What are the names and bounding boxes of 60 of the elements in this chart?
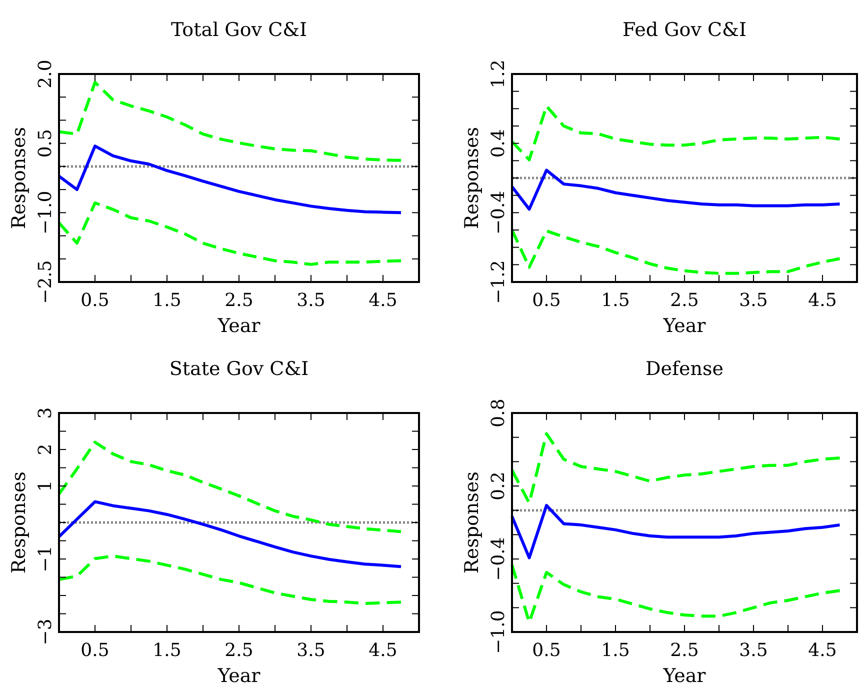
x-tick-label: 3.5: [296, 640, 326, 661]
x-tick-label: 1.5: [601, 290, 630, 311]
y-tick-label: 2.0: [35, 60, 56, 88]
line-series: [58, 500, 402, 568]
x-tick-label: 0.5: [532, 640, 561, 661]
chart-title: Total Gov C&I: [170, 19, 308, 41]
x-tick-label: 2.5: [670, 640, 699, 661]
line-series: [510, 168, 842, 211]
y-axis-title: Responses: [461, 472, 483, 574]
x-tick-label: 2.5: [224, 290, 254, 311]
y-tick-label: 2: [35, 444, 56, 456]
x-tick-label: 1.5: [152, 290, 182, 311]
y-tick-label: −1: [35, 546, 56, 572]
x-tick-label: 4.5: [368, 290, 398, 311]
y-tick-label: −1.2: [488, 260, 509, 304]
y-tick-label: 3: [35, 407, 56, 419]
y-tick-label: −0.4: [488, 537, 509, 581]
line-series: [510, 104, 842, 162]
y-tick-label: −1.0: [488, 610, 509, 654]
x-tick-label: 0.5: [80, 290, 110, 311]
line-series: [58, 144, 402, 214]
x-tick-label: 0.5: [80, 640, 110, 661]
line-series: [58, 440, 402, 534]
x-tick-label: 2.5: [670, 290, 699, 311]
y-tick-label: 1: [35, 480, 56, 492]
chart-title: Defense: [646, 358, 724, 380]
y-tick-label: 0.2: [488, 472, 509, 500]
line-series: [510, 504, 842, 560]
line-series: [510, 432, 842, 505]
x-axis-title: Year: [216, 665, 262, 687]
x-axis-title: Year: [216, 315, 262, 337]
x-tick-label: 0.5: [532, 290, 561, 311]
y-tick-label: −1.0: [35, 190, 56, 235]
x-tick-label: 3.5: [296, 290, 326, 311]
line-series: [58, 80, 402, 162]
y-tick-label: 1.2: [488, 60, 509, 88]
y-axis-title: Responses: [461, 127, 483, 229]
x-axis-title: Year: [662, 665, 707, 687]
x-tick-label: 1.5: [601, 640, 630, 661]
x-tick-label: 4.5: [808, 640, 837, 661]
x-tick-label: 3.5: [739, 640, 768, 661]
x-tick-label: 3.5: [739, 290, 768, 311]
line-series: [58, 201, 402, 266]
y-tick-label: −3: [35, 618, 56, 646]
y-axis-title: Responses: [8, 127, 30, 229]
chart-title: Fed Gov C&I: [622, 19, 746, 41]
y-tick-label: 0.5: [35, 129, 56, 158]
x-axis-title: Year: [662, 315, 707, 337]
y-tick-label: −2.5: [35, 260, 56, 304]
x-tick-label: 4.5: [368, 640, 398, 661]
line-series: [58, 554, 402, 606]
y-tick-label: 0.8: [488, 398, 509, 428]
line-series: [510, 228, 842, 275]
x-tick-label: 4.5: [808, 290, 837, 311]
x-tick-label: 1.5: [152, 640, 182, 661]
chart-title: State Gov C&I: [169, 358, 309, 380]
y-axis-title: Responses: [8, 472, 30, 574]
y-tick-label: 0.4: [488, 129, 509, 158]
y-tick-label: −0.4: [488, 190, 509, 235]
x-tick-label: 2.5: [224, 640, 254, 661]
